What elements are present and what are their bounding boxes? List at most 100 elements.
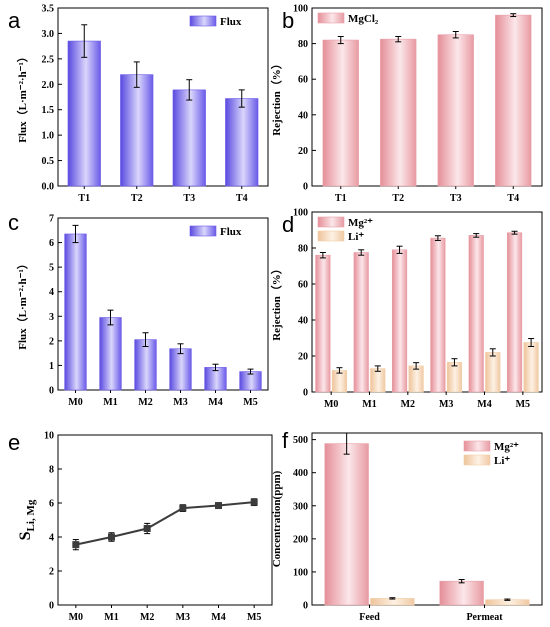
y-tick-label: 0 (303, 182, 308, 193)
y-tick-label: 20 (298, 146, 308, 157)
panel-letter: c (8, 210, 19, 235)
x-tick-label: M2 (140, 612, 154, 623)
x-tick-label: M5 (516, 399, 530, 410)
chart-panel-a: a 0.0 0.5 1.0 1.5 2.0 2.5 3.0 3.5 T1 T2 T3 T4 Flux（L·… (8, 4, 269, 204)
bar-mg (468, 235, 484, 393)
legend-swatch (317, 230, 345, 242)
legend-label: Li⁺ (494, 455, 510, 467)
y-tick-label: 6 (49, 499, 54, 510)
y-tick-label: 2.0 (42, 80, 55, 91)
x-tick-label: T3 (183, 193, 195, 204)
bar-mgcl (437, 34, 474, 187)
bar-flux (67, 40, 101, 187)
y-tick-label: 7 (49, 214, 54, 225)
y-tick-label: 80 (298, 244, 308, 255)
bar-flux (169, 348, 192, 391)
x-tick-label: Permeat (466, 612, 503, 623)
y-tick-label: 4 (49, 533, 54, 544)
bar-mg (391, 249, 408, 393)
legend-swatch (317, 216, 345, 228)
panel-letter: a (8, 8, 21, 33)
y-tick-label: 4 (49, 287, 54, 298)
data-point (72, 541, 80, 549)
y-tick-label: 0.5 (42, 156, 55, 167)
y-tick-label: 1.0 (42, 131, 55, 142)
y-tick-label: 100 (293, 4, 308, 15)
y-tick-label: 0 (49, 386, 54, 397)
data-point (143, 525, 151, 532)
bar-flux (120, 74, 154, 187)
bar-mg (324, 443, 369, 606)
y-tick-label: 40 (298, 316, 308, 327)
y-tick-label: 60 (298, 75, 308, 86)
bar-li (446, 361, 463, 393)
y-tick-label: 0 (49, 601, 54, 612)
bar-mgcl (380, 38, 417, 187)
axis-frame (311, 432, 543, 606)
legend-label: MgCl₂ (348, 13, 379, 25)
data-point (250, 498, 258, 506)
data-point (215, 502, 222, 510)
y-tick-label: 10 (44, 431, 54, 442)
y-tick-label: 100 (293, 567, 308, 578)
y-tick-label: 1.5 (42, 105, 55, 116)
panel-letter: e (8, 430, 20, 455)
x-tick-label: M2 (138, 397, 152, 408)
y-tick-label: 0.0 (42, 182, 55, 193)
y-axis-title: Flux（L·m⁻²·h⁻¹） (16, 258, 29, 350)
bar-mg (430, 237, 446, 393)
x-tick-label: M4 (477, 399, 491, 410)
y-tick-label: 2 (49, 567, 54, 578)
y-axis-title-sub: Li, Mg (25, 499, 37, 531)
axis-frame (57, 434, 273, 606)
y-tick-label: 100 (293, 208, 308, 219)
y-tick-label: 2.5 (42, 54, 55, 65)
legend-swatch (463, 454, 491, 466)
x-tick-label: M2 (401, 399, 415, 410)
y-tick-label: 2 (49, 336, 54, 347)
bar-li (408, 365, 424, 393)
y-axis-title: Concentration(ppm) (271, 470, 283, 567)
bar-flux (134, 339, 157, 391)
axis-frame (57, 7, 269, 187)
x-tick-label: M0 (68, 397, 82, 408)
data-point (108, 533, 115, 541)
x-tick-label: M3 (173, 397, 187, 408)
y-tick-label: 400 (293, 468, 308, 479)
bar-mg (506, 232, 523, 393)
bar-li (523, 342, 539, 393)
x-tick-label: T3 (450, 193, 462, 204)
y-tick-label: 3.0 (42, 29, 55, 40)
x-tick-label: M5 (247, 612, 261, 623)
axis-frame (311, 211, 543, 393)
y-tick-label: 3.5 (42, 4, 55, 15)
y-tick-label: 1 (49, 361, 54, 372)
y-tick-label: 0 (303, 388, 308, 399)
line-series (75, 501, 255, 546)
x-tick-label: M0 (324, 399, 338, 410)
y-axis-title-main: S (17, 531, 34, 540)
bar-flux (99, 317, 122, 391)
chart-panel-f: f 0 100 200 300 400 500 Feed Permeat Concentratio… (271, 428, 543, 623)
x-tick-label: M4 (211, 612, 225, 623)
legend-label: Flux (220, 226, 242, 238)
legend-label: Mg²⁺ (494, 441, 519, 453)
legend-label: Li⁺ (348, 231, 364, 243)
bar-mgcl (495, 14, 532, 187)
x-tick-label: T4 (507, 193, 519, 204)
legend-swatch (189, 225, 217, 237)
bar-mg (439, 580, 484, 606)
y-axis-title: Rejection（%） (270, 263, 283, 341)
bar-flux (225, 98, 259, 187)
y-tick-label: 20 (298, 352, 308, 363)
y-tick-label: 60 (298, 280, 308, 291)
x-tick-label: M1 (104, 612, 118, 623)
x-tick-label: T1 (78, 193, 90, 204)
bar-mg (353, 252, 369, 393)
y-tick-label: 300 (293, 501, 308, 512)
y-axis-title: Flux（L·m⁻²·h⁻¹） (16, 51, 29, 143)
y-tick-label: 5 (49, 263, 54, 274)
panel-letter: f (282, 428, 289, 453)
bar-mgcl (322, 39, 359, 187)
